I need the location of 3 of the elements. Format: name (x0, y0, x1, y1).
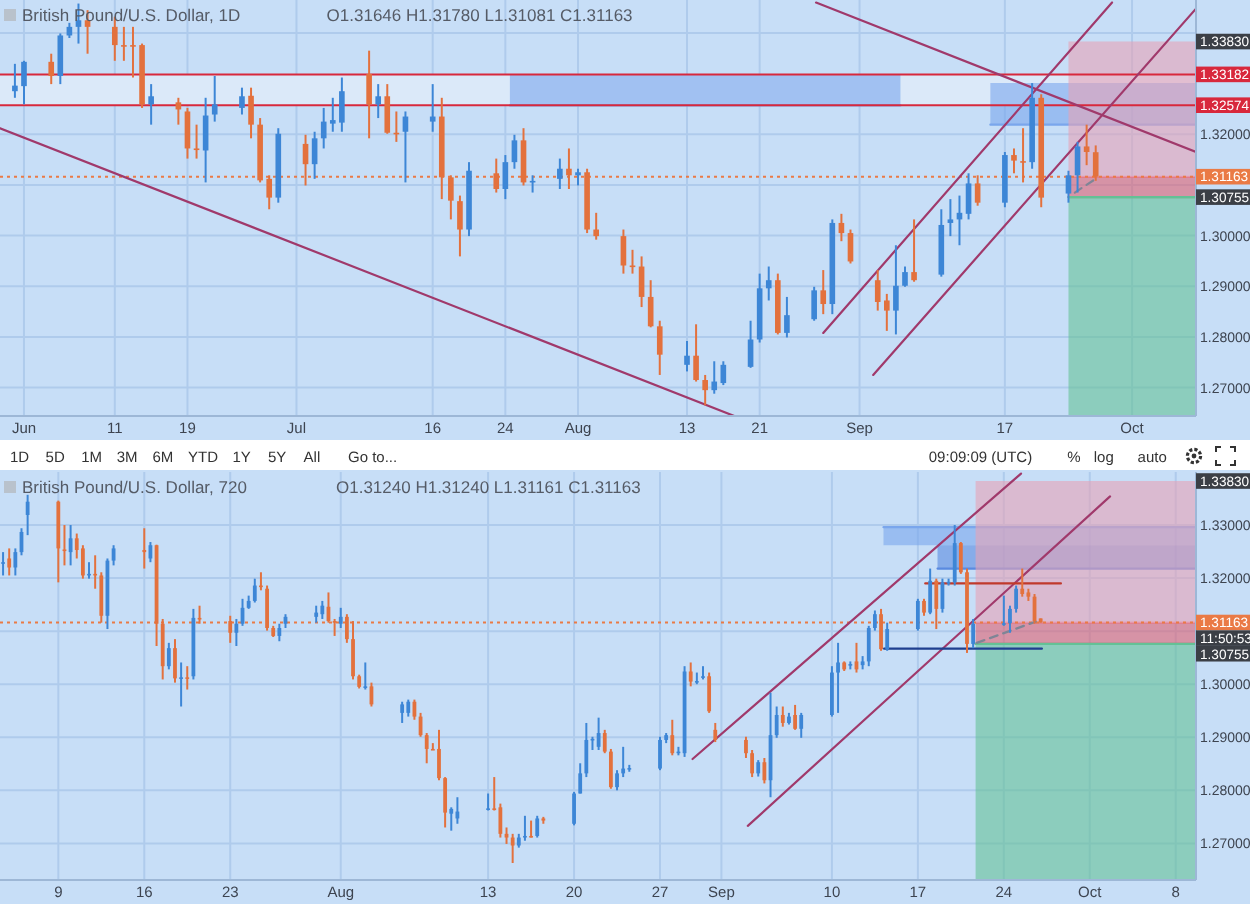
chart-subtitle: O1.31646 H1.31780 L1.31081 C1.31163 (326, 5, 634, 25)
chart-title: British Pound/U.S. Dollar, 720 (22, 477, 248, 497)
chart-subtitle: O1.31240 H1.31240 L1.31161 C1.31163 (336, 477, 642, 497)
